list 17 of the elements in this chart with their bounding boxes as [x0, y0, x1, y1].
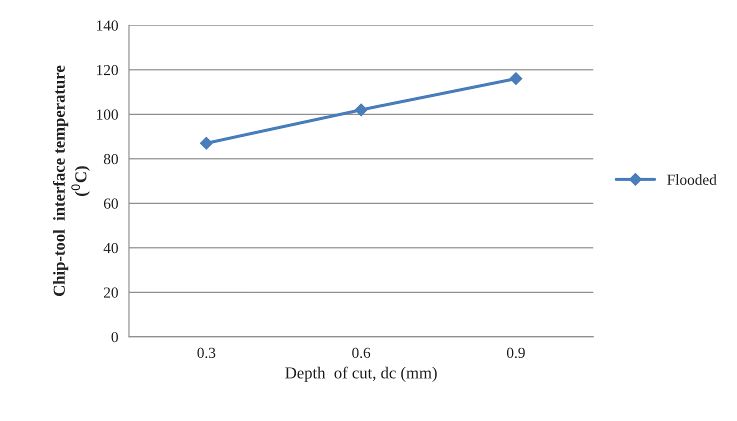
- y-tick-label: 0: [112, 332, 118, 342]
- y-tick-label: 100: [96, 109, 118, 120]
- x-tick-label: 0.9: [506, 348, 525, 358]
- y-tick-label: 80: [104, 154, 118, 164]
- y-tick-label: 120: [96, 64, 118, 76]
- y-axis-title: Chip-tool interface temperature ($^{0}$C): [52, 66, 90, 296]
- y-tick-label: 40: [104, 242, 118, 254]
- y-tick-label: 140: [96, 20, 118, 31]
- point: [200, 136, 213, 150]
- point: [509, 72, 522, 86]
- x-axis-title: Depth of cut, dc (mm): [285, 366, 437, 382]
- point: [354, 103, 368, 116]
- x-tick-label: 0.6: [352, 348, 370, 358]
- y-tick-label: 20: [104, 287, 118, 298]
- x-tick-label: 0.3: [197, 348, 216, 358]
- y-tick-label: 60: [104, 198, 118, 209]
- legend-label: Flooded: [667, 174, 717, 185]
